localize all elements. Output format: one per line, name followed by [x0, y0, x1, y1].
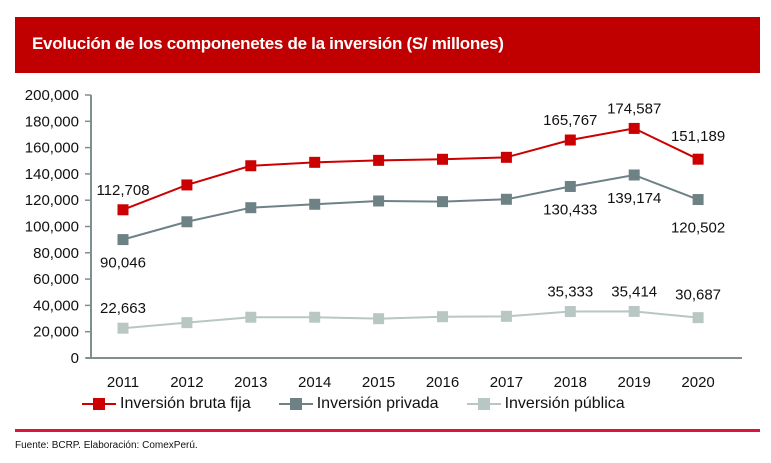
line-chart: 0 20,000 40,000 60,000 80,000 100,000 120,000 1…: [25, 87, 742, 390]
data-point: [245, 311, 257, 323]
source-note: Fuente: BCRP. Elaboración: ComexPerú.: [15, 440, 198, 451]
title-banner: Evolución de los componenetes de la inve…: [15, 17, 760, 73]
y-tick-label: 60,000: [33, 271, 79, 288]
x-tick-label: 2011: [107, 374, 139, 390]
data-point: [309, 156, 321, 168]
data-label: 112,708: [96, 182, 149, 199]
data-point: [181, 179, 193, 191]
legend-label: Inversión bruta fija: [120, 395, 251, 412]
data-label: 151,189: [671, 128, 725, 145]
y-tick-label: 200,000: [25, 87, 79, 104]
data-point: [117, 204, 129, 216]
legend: Inversión bruta fija Inversión privada Inv…: [82, 395, 625, 413]
x-tick-label: 2014: [298, 374, 331, 390]
data-point: [692, 153, 704, 165]
data-label: 35,414: [611, 283, 657, 300]
data-label: 120,502: [671, 220, 725, 237]
footer-divider: [15, 429, 760, 432]
x-tick-label: 2018: [554, 374, 587, 390]
data-point: [692, 312, 704, 324]
data-point: [692, 194, 704, 206]
data-point: [437, 311, 448, 323]
data-label: 174,587: [607, 100, 661, 117]
data-label: 35,333: [547, 284, 593, 301]
x-tick-label: 2020: [681, 374, 714, 390]
data-point: [373, 154, 385, 166]
data-point: [564, 306, 576, 318]
data-point: [245, 160, 257, 172]
data-point: [117, 322, 129, 334]
data-point: [628, 122, 640, 134]
data-point: [373, 313, 385, 325]
series-line: [122, 173, 699, 241]
y-tick-label: 140,000: [25, 166, 79, 183]
legend-item: Inversión privada: [278, 395, 439, 413]
data-point: [117, 234, 129, 246]
data-point: [564, 134, 576, 146]
legend-label: Inversión pública: [504, 395, 625, 412]
data-label: 139,174: [607, 190, 661, 207]
y-tick-label: 20,000: [33, 324, 79, 341]
series-line: [122, 310, 699, 330]
data-label: 130,433: [543, 201, 597, 218]
x-tick-label: 2015: [362, 374, 395, 390]
data-point: [181, 317, 193, 329]
y-tick-label: 40,000: [33, 297, 79, 314]
y-tick-label: 100,000: [25, 219, 79, 236]
y-tick-label: 160,000: [25, 140, 79, 157]
y-tick-label: 180,000: [25, 113, 79, 130]
data-point: [309, 311, 321, 323]
data-label: 165,767: [543, 112, 597, 129]
y-tick-label: 120,000: [25, 192, 79, 209]
data-label: 30,687: [675, 287, 721, 304]
legend-label: Inversión privada: [316, 395, 439, 412]
data-label: 22,663: [100, 300, 146, 317]
data-point: [628, 305, 640, 317]
legend-item: Inversión bruta fija: [82, 395, 251, 413]
data-point: [181, 216, 193, 228]
data-point: [564, 180, 576, 192]
legend-swatch: [466, 397, 501, 411]
x-tick-label: 2013: [234, 374, 267, 390]
data-label: 90,046: [100, 255, 146, 272]
x-tick-label: 2016: [426, 374, 459, 390]
data-point: [628, 169, 640, 181]
series-line: [122, 127, 699, 211]
x-tick-label: 2019: [618, 374, 651, 390]
data-point: [437, 196, 448, 208]
x-tick-label: 2017: [490, 374, 523, 390]
chart-title: Evolución de los componenetes de la inve…: [32, 34, 504, 53]
legend-item: Inversión pública: [466, 395, 625, 413]
data-point: [500, 151, 512, 163]
y-tick-label: 80,000: [33, 245, 79, 262]
data-point: [500, 193, 512, 205]
data-point: [437, 153, 448, 165]
legend-swatch: [82, 397, 116, 411]
data-point: [500, 310, 512, 322]
data-point: [309, 198, 321, 210]
data-point: [245, 202, 257, 214]
data-point: [373, 195, 385, 207]
legend-swatch: [278, 397, 313, 411]
x-tick-label: 2012: [170, 374, 203, 390]
y-tick-label: 0: [71, 350, 79, 367]
